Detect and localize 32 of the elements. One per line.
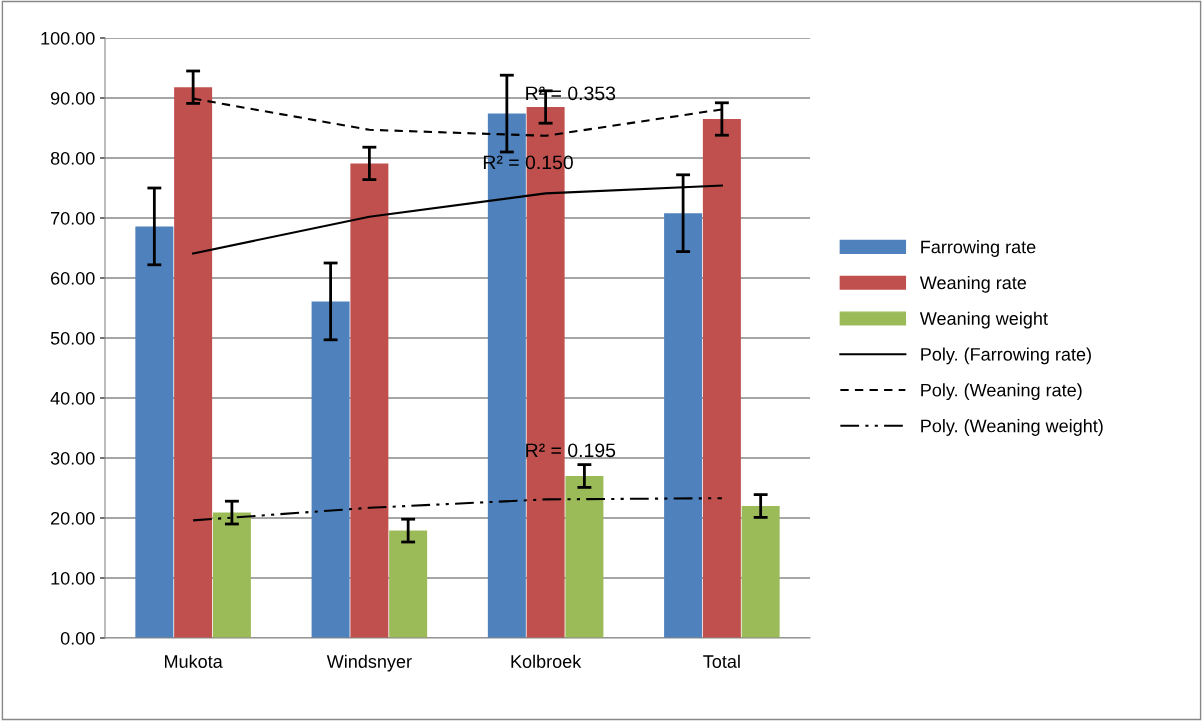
legend-label: Poly. (Farrowing rate) — [921, 347, 1091, 365]
bar — [311, 301, 350, 638]
y-tick-label: 50.00 — [50, 331, 95, 345]
bar — [174, 87, 213, 638]
x-tick-label: Kolbroek — [511, 654, 582, 668]
line-series — [192, 497, 723, 522]
bar — [350, 163, 389, 638]
x-tick-label: Total — [703, 654, 740, 668]
bar — [212, 512, 251, 638]
y-tick-label: 90.00 — [50, 91, 95, 105]
y-tick-label: 0.00 — [60, 631, 95, 645]
y-tick-label: 80.00 — [50, 151, 95, 165]
bar — [741, 506, 780, 638]
legend-label: Poly. (Weaning rate) — [921, 383, 1082, 401]
y-tick-label: 10.00 — [51, 571, 95, 585]
bar — [702, 119, 741, 638]
legend-label: Weaning weight — [919, 311, 1048, 329]
y-tick-label: 20.00 — [51, 511, 95, 525]
x-tick-label: Windsnyer — [326, 654, 412, 672]
bar — [565, 476, 604, 638]
legend-label: Poly. (Weaning weight) — [921, 419, 1103, 436]
bar — [664, 213, 703, 638]
x-tick-label: Mukota — [165, 654, 223, 668]
y-tick-label: 60.00 — [51, 271, 95, 285]
bar — [135, 226, 174, 638]
legend-label: Farrowing rate — [921, 240, 1036, 257]
bar — [389, 530, 428, 638]
y-tick-label: 100.00 — [41, 31, 95, 45]
y-tick-label: 40.00 — [50, 391, 95, 405]
y-tick-label: 30.00 — [50, 451, 95, 465]
y-tick-label: 70.00 — [51, 211, 95, 225]
legend-label: Weaning rate — [919, 275, 1027, 293]
